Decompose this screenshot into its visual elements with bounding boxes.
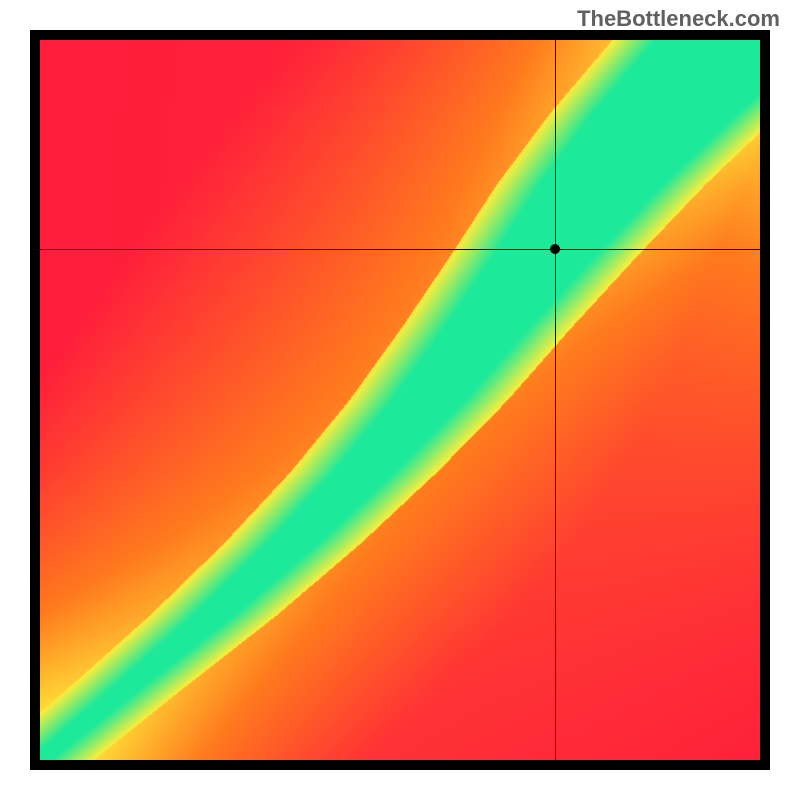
heatmap-canvas — [40, 40, 760, 760]
chart-frame — [30, 30, 770, 770]
attribution-text: TheBottleneck.com — [577, 6, 780, 32]
crosshair-vertical — [555, 40, 556, 760]
plot-area — [40, 40, 760, 760]
chart-container: TheBottleneck.com — [0, 0, 800, 800]
crosshair-horizontal — [40, 249, 760, 250]
crosshair-marker — [550, 244, 560, 254]
